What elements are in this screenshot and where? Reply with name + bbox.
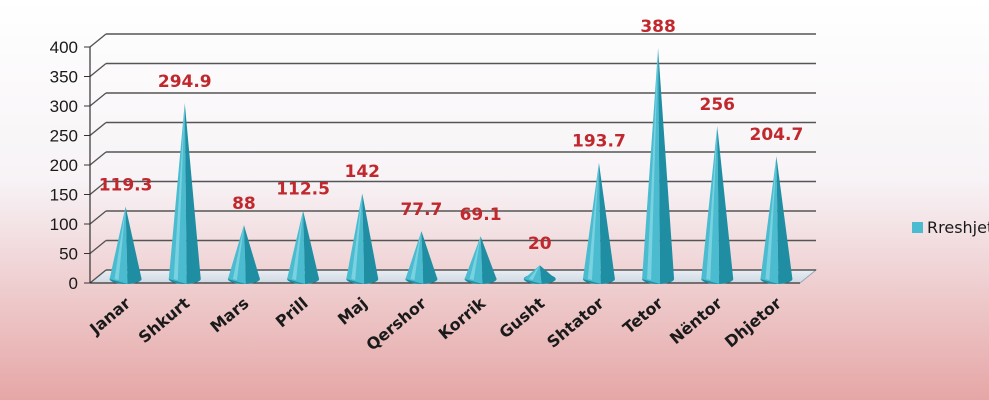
cone-bar-right-face bbox=[539, 265, 556, 284]
data-label: 204.7 bbox=[750, 125, 804, 145]
legend-swatch bbox=[912, 222, 923, 233]
gridline-wall bbox=[89, 62, 107, 78]
y-tick-label: 200 bbox=[50, 156, 78, 175]
data-label: 256 bbox=[700, 95, 736, 115]
cone-bar-highlight bbox=[528, 265, 540, 280]
y-tick-label: 100 bbox=[50, 215, 78, 234]
gridline-wall bbox=[89, 269, 107, 284]
cone-bar-highlight bbox=[410, 231, 422, 280]
data-label: 77.7 bbox=[400, 200, 442, 220]
y-tick-label: 350 bbox=[50, 68, 78, 87]
data-label: 112.5 bbox=[276, 180, 330, 200]
cone-bar-right-face bbox=[303, 210, 320, 284]
data-label: 294.9 bbox=[158, 72, 212, 92]
cone-bar-right-face bbox=[717, 125, 734, 285]
y-tick-label: 150 bbox=[50, 186, 78, 205]
cone-bar-right-face bbox=[598, 162, 615, 284]
gridline-wall bbox=[89, 210, 107, 225]
y-tick-label: 50 bbox=[59, 245, 78, 264]
gridline-wall bbox=[89, 121, 107, 137]
cone-bar-highlight bbox=[647, 48, 659, 280]
gridline-wall bbox=[89, 239, 107, 255]
cone-bar-highlight bbox=[173, 103, 185, 280]
cone-bar-highlight bbox=[351, 193, 363, 280]
data-label: 69.1 bbox=[460, 205, 502, 225]
y-tick-label: 400 bbox=[50, 38, 78, 57]
y-tick-label: 250 bbox=[50, 127, 78, 146]
data-label: 193.7 bbox=[572, 132, 626, 152]
cone-bar-highlight bbox=[114, 206, 126, 280]
cone-bar-right-face bbox=[362, 193, 379, 284]
gridline-wall bbox=[89, 180, 107, 196]
cone-bar-right-face bbox=[184, 103, 201, 284]
cone-bar-highlight bbox=[469, 236, 481, 280]
cone-bar-highlight bbox=[587, 162, 599, 280]
data-label: 142 bbox=[345, 162, 381, 182]
cone-bar-right-face bbox=[658, 48, 675, 284]
data-label: 119.3 bbox=[99, 176, 153, 196]
cone-bar-right-face bbox=[776, 156, 793, 284]
data-label: 88 bbox=[232, 194, 256, 214]
cone-bar-highlight bbox=[765, 156, 777, 280]
y-tick-label: 300 bbox=[50, 97, 78, 116]
y-tick-label: 0 bbox=[69, 274, 78, 293]
data-label: 388 bbox=[640, 17, 676, 37]
cone-bar-right-face bbox=[125, 206, 142, 284]
cone-bar-right-face bbox=[243, 225, 260, 284]
gridline-wall bbox=[89, 33, 107, 48]
data-label: 20 bbox=[528, 234, 552, 254]
cone-bar-right-face bbox=[480, 236, 497, 284]
cone-bar-right-face bbox=[421, 231, 438, 284]
gridline-wall bbox=[89, 92, 107, 107]
cone-bar-highlight bbox=[706, 125, 718, 281]
legend-label: Rreshjet bbox=[927, 218, 989, 237]
cone-bar-highlight bbox=[232, 225, 244, 280]
cone-bar-highlight bbox=[292, 210, 304, 280]
gridline-wall bbox=[89, 151, 107, 166]
